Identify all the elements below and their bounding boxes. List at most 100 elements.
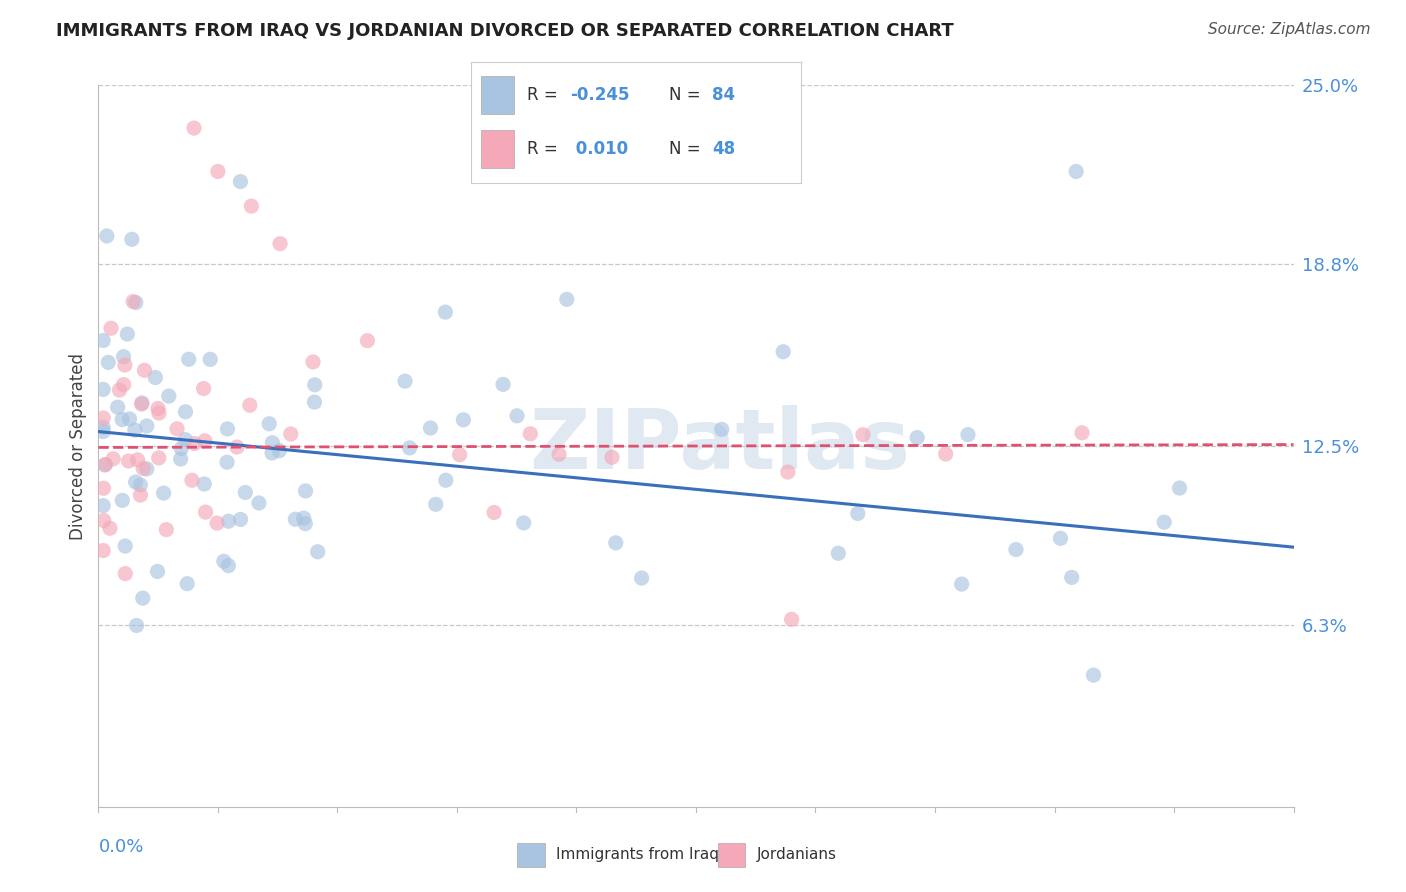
Point (292, 511, 315, 525)
Point (91, 334, 114, 348)
Point (108, 383, 131, 397)
Point (269, 236, 291, 251)
Point (1049, 532, 1071, 546)
Point (600, 450, 623, 465)
Point (129, 488, 152, 502)
Text: 84: 84 (713, 86, 735, 104)
Point (492, 377, 515, 392)
Bar (718, 843, 745, 867)
Bar (481, 130, 515, 169)
Point (174, 433, 197, 447)
Point (117, 326, 139, 341)
Y-axis label: Divorced or Separated: Divorced or Separated (69, 352, 87, 540)
Text: 0.010: 0.010 (571, 140, 628, 158)
Point (710, 422, 733, 436)
Point (257, 417, 280, 431)
Point (1168, 481, 1191, 495)
Point (193, 382, 215, 396)
Point (434, 305, 457, 319)
Point (304, 377, 326, 392)
Point (183, 121, 205, 136)
Point (217, 558, 239, 573)
Point (956, 427, 979, 442)
Point (132, 461, 155, 475)
Point (183, 436, 205, 450)
Point (91, 543, 114, 558)
Point (91, 499, 114, 513)
Point (506, 409, 529, 423)
Point (240, 199, 263, 213)
Point (111, 493, 134, 508)
Point (194, 505, 217, 519)
Point (262, 446, 284, 460)
Point (215, 455, 238, 469)
Point (114, 539, 136, 553)
Point (262, 435, 284, 450)
Point (229, 512, 252, 526)
Bar (481, 76, 515, 114)
Point (482, 506, 505, 520)
Point (135, 462, 157, 476)
Point (239, 398, 262, 412)
Point (555, 293, 578, 307)
Point (356, 334, 378, 348)
Point (217, 422, 239, 436)
Point (114, 566, 136, 581)
Point (846, 507, 869, 521)
Point (269, 443, 291, 458)
Point (103, 451, 125, 466)
Point (107, 400, 129, 414)
Text: -0.245: -0.245 (571, 86, 630, 104)
Point (935, 447, 957, 461)
Point (118, 412, 141, 426)
Point (181, 473, 204, 487)
Point (155, 523, 177, 537)
Point (630, 571, 652, 585)
Point (100, 321, 122, 335)
Point (780, 612, 803, 626)
Point (131, 397, 153, 411)
Point (117, 454, 139, 468)
Point (827, 546, 849, 560)
Text: ZIPatlas: ZIPatlas (530, 406, 910, 486)
Point (122, 294, 145, 309)
Point (93, 514, 115, 528)
Point (1060, 570, 1083, 584)
Point (143, 370, 166, 384)
Point (548, 447, 571, 461)
Point (212, 554, 235, 568)
Point (398, 441, 420, 455)
Point (93, 481, 115, 495)
Text: 48: 48 (713, 140, 735, 158)
Text: 0.0%: 0.0% (98, 838, 143, 855)
Point (121, 232, 143, 246)
Point (166, 422, 188, 436)
Point (91, 425, 114, 439)
Point (207, 164, 229, 178)
Point (1153, 515, 1175, 529)
Point (1083, 668, 1105, 682)
Point (127, 452, 149, 467)
Bar (517, 843, 544, 867)
Point (91, 383, 114, 397)
Text: R =: R = (527, 140, 564, 158)
Point (294, 483, 316, 498)
Point (112, 350, 135, 364)
Point (1005, 542, 1028, 557)
Text: IMMIGRANTS FROM IRAQ VS JORDANIAN DIVORCED OR SEPARATED CORRELATION CHART: IMMIGRANTS FROM IRAQ VS JORDANIAN DIVORC… (56, 22, 955, 40)
Point (1064, 164, 1087, 178)
Point (112, 377, 135, 392)
Point (169, 452, 191, 467)
Point (229, 175, 252, 189)
Text: Jordanians: Jordanians (758, 847, 837, 862)
Point (200, 352, 222, 367)
Point (114, 358, 136, 372)
Point (131, 396, 153, 410)
Point (177, 352, 200, 367)
Text: Source: ZipAtlas.com: Source: ZipAtlas.com (1208, 22, 1371, 37)
Point (419, 421, 441, 435)
Point (434, 473, 457, 487)
Point (135, 419, 157, 434)
Point (519, 426, 541, 441)
Point (91, 411, 114, 425)
